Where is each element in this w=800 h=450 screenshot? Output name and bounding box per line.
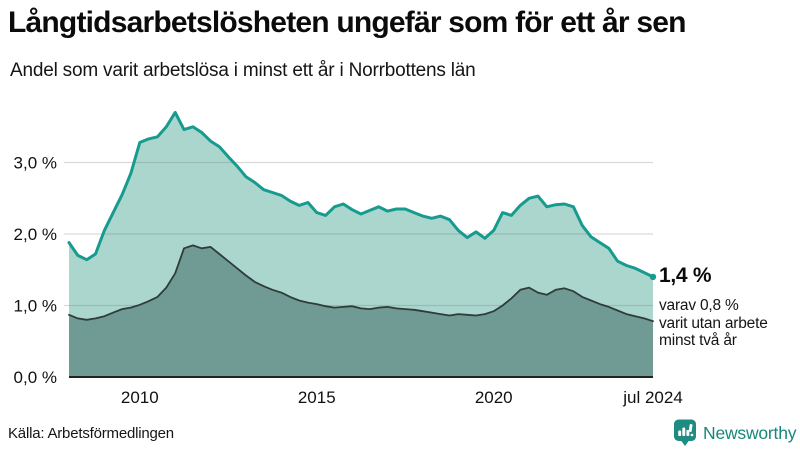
y-axis-label: 0,0 % — [14, 368, 57, 387]
series-end-dot — [649, 273, 657, 281]
end-value-detail: varav 0,8 % varit utan arbete minst två … — [659, 297, 797, 350]
x-axis-label: 2010 — [121, 388, 159, 407]
line-at-least-one-year — [67, 110, 655, 279]
x-axis-label: 2020 — [475, 388, 513, 407]
end-value-label: 1,4 % — [659, 264, 712, 287]
end-value-detail-line: varit utan arbete — [659, 314, 768, 332]
newsworthy-bubble-chart-icon — [674, 419, 696, 446]
newsworthy-logo: Newsworthy — [673, 419, 797, 447]
y-axis-label: 1,0 % — [14, 297, 57, 316]
y-axis-label: 3,0 % — [14, 154, 57, 173]
chart-title: Långtidsarbetslösheten ungefär som för e… — [8, 6, 686, 39]
end-value-annotation: 1,4 % varav 0,8 % varit utan arbete mins… — [659, 264, 797, 350]
area-at-least-two-years — [69, 245, 653, 377]
source-credit: Källa: Arbetsförmedlingen — [8, 425, 174, 442]
end-value-detail-line: varav 0,8 % — [659, 297, 739, 314]
x-axis-label: 2015 — [298, 388, 336, 407]
y-axis-label: 2,0 % — [14, 225, 57, 244]
line-at-least-two-years — [68, 244, 654, 323]
end-value-detail-line: minst två år — [659, 332, 737, 349]
chart-subtitle: Andel som varit arbetslösa i minst ett å… — [10, 60, 476, 81]
brand-name: Newsworthy — [703, 422, 797, 443]
x-axis-label: jul 2024 — [622, 388, 683, 407]
